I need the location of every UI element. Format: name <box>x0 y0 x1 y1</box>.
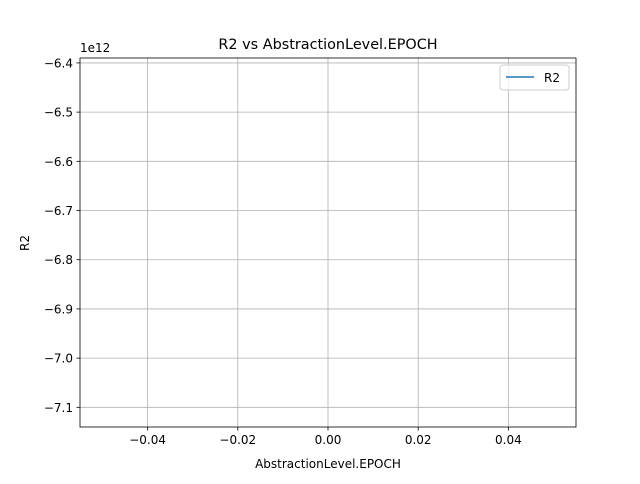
y-tick-label: −6.6 <box>44 155 73 169</box>
x-tick-label: −0.02 <box>219 433 256 447</box>
y-tick-label: −6.9 <box>44 302 73 316</box>
chart-title: R2 vs AbstractionLevel.EPOCH <box>218 37 437 53</box>
y-tick-label: −6.8 <box>44 253 73 267</box>
legend-box <box>499 64 570 91</box>
x-tick-label: 0.04 <box>495 433 522 447</box>
legend: R2 <box>499 64 570 91</box>
y-axis-offset-text: 1e12 <box>80 41 110 55</box>
legend-label: R2 <box>544 71 560 85</box>
x-tick-label: −0.04 <box>129 433 166 447</box>
x-axis-label: AbstractionLevel.EPOCH <box>255 457 401 471</box>
y-axis-label: R2 <box>18 235 32 251</box>
y-tick-label: −7.1 <box>44 401 73 415</box>
y-axis: −6.4 −6.5 −6.6 −6.7 −6.8 −6.9 −7.0 −7.1 <box>44 56 80 415</box>
x-tick-label: 0.00 <box>315 433 342 447</box>
x-tick-label: 0.02 <box>405 433 432 447</box>
y-tick-label: −7.0 <box>44 352 73 366</box>
x-axis: −0.04 −0.02 0.00 0.02 0.04 <box>129 427 522 447</box>
y-tick-label: −6.4 <box>44 56 73 70</box>
y-tick-label: −6.7 <box>44 204 73 218</box>
grid-lines <box>80 58 576 427</box>
y-tick-label: −6.5 <box>44 106 73 120</box>
